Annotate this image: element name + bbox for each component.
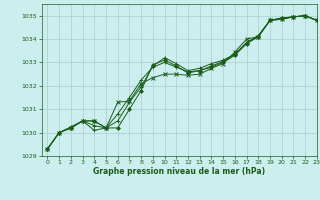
X-axis label: Graphe pression niveau de la mer (hPa): Graphe pression niveau de la mer (hPa) <box>93 167 265 176</box>
